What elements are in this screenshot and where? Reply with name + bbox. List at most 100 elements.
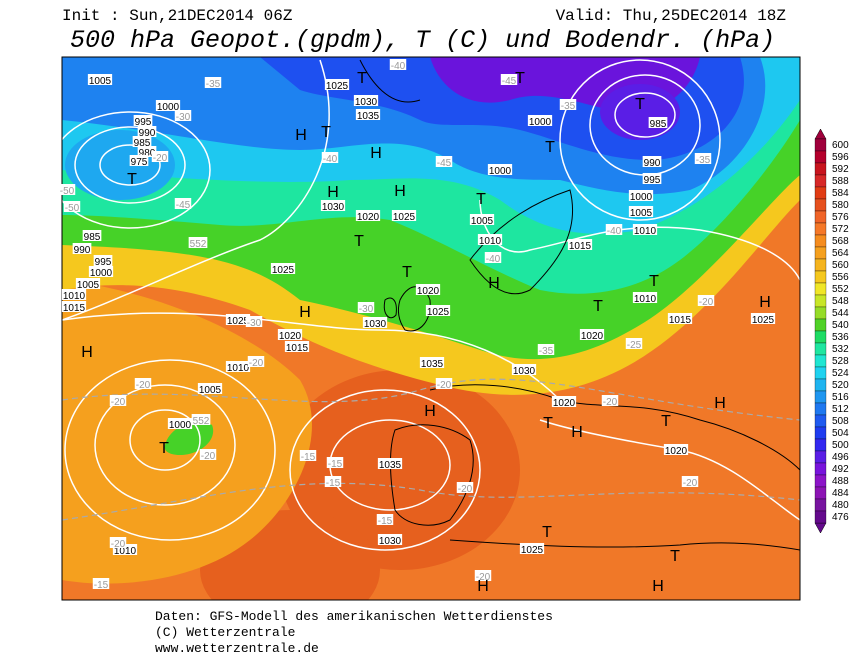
temperature-label: -15 [326, 478, 341, 489]
pressure-label-box [61, 289, 87, 300]
pressure-label: 1030 [364, 319, 387, 330]
pressure-label: 1005 [471, 216, 494, 227]
colorbar-tick-label: 516 [832, 392, 849, 403]
pressure-center: T [402, 264, 412, 281]
pressure-label: 1035 [421, 359, 444, 370]
pressure-label-box [270, 263, 296, 274]
colorbar-swatch [814, 210, 827, 224]
temperature-label: -20 [111, 539, 126, 550]
temperature-label-box [204, 77, 222, 88]
temperature-label-box [134, 378, 152, 389]
colorbar-swatch [814, 246, 827, 260]
init-time: Init : Sun,21DEC2014 06Z [62, 7, 293, 25]
temperature-label: -30 [359, 304, 374, 315]
temperature-label: -15 [378, 516, 393, 527]
colorbar-swatch [814, 378, 827, 392]
temperature-label-box [174, 198, 192, 209]
temperature-label-box [247, 356, 265, 367]
colorbar-swatch [814, 366, 827, 380]
pressure-label: 1015 [569, 241, 592, 252]
pressure-label: 1005 [630, 208, 653, 219]
temperature-label-box [199, 449, 217, 460]
pressure-label: 1015 [669, 315, 692, 326]
pressure-center: H [295, 127, 307, 144]
temperature-label: -50 [65, 203, 80, 214]
pressure-label: 1025 [272, 265, 295, 276]
colorbar-swatch [814, 258, 827, 272]
pressure-label-box [477, 234, 503, 245]
temperature-label: -45 [437, 158, 452, 169]
pressure-label-box [579, 329, 605, 340]
colorbar-tick-label: 600 [832, 140, 849, 151]
map-frame [61, 56, 801, 601]
colorbar-tick-label: 548 [832, 296, 849, 307]
pressure-center: T [649, 273, 659, 290]
pressure-label-box [75, 278, 101, 289]
temperature-label-box [299, 450, 317, 461]
pressure-label-box [469, 214, 495, 225]
temperature-label-box [625, 338, 643, 349]
temperature-label-box [605, 224, 623, 235]
contour-label: 552 [190, 239, 207, 250]
colorbar-tick-label: 592 [832, 164, 849, 175]
colorbar-tick-label: 480 [832, 500, 849, 511]
colorbar-swatch [814, 462, 827, 476]
temperature-label-box [174, 110, 192, 121]
pressure-label: 1025 [227, 316, 250, 327]
colorbar-tick-label: 492 [832, 464, 849, 475]
pressure-center: H [571, 424, 583, 441]
colorbar-arrow [814, 128, 827, 140]
pressure-label-box [377, 534, 403, 545]
temperature-label: -20 [437, 380, 452, 391]
colorbar: 6005965925885845805765725685645605565525… [814, 128, 849, 534]
pressure-label: 1030 [322, 202, 345, 213]
pressure-label: 990 [644, 158, 661, 169]
pressure-label-box [527, 115, 553, 126]
temperature-label-box [109, 395, 127, 406]
pressure-center: H [370, 145, 382, 162]
pressure-label-box [567, 239, 593, 250]
field-cyan [65, 130, 175, 200]
pressure-label: 1025 [393, 212, 416, 223]
pressure-label: 1025 [752, 315, 775, 326]
pressure-center: T [661, 413, 671, 430]
pressure-center: H [81, 344, 93, 361]
pressure-label: 985 [84, 232, 101, 243]
pressure-label: 1005 [77, 280, 100, 291]
colorbar-tick-label: 576 [832, 212, 849, 223]
colorbar-tick-label: 580 [832, 200, 849, 211]
pressure-label-box [112, 544, 138, 555]
colorbar-swatch [814, 498, 827, 512]
pressure-label-box [72, 243, 92, 254]
pressure-center: H [714, 395, 726, 412]
pressure-label: 1020 [665, 446, 688, 457]
pressure-center: H [299, 304, 311, 321]
pressure-center: T [593, 298, 603, 315]
pressure-center: T [545, 139, 555, 156]
pressure-label-box [355, 109, 381, 120]
pressure-label: 1030 [355, 97, 378, 108]
temperature-label-box [537, 344, 555, 355]
pressure-label-box [632, 292, 658, 303]
pressure-center: H [488, 275, 500, 292]
map-title: 500 hPa Geopot.(gpdm), T (C) und Bodendr… [70, 26, 775, 55]
colorbar-swatch [814, 174, 827, 188]
footer-line: Daten: GFS-Modell des amerikanischen Wet… [155, 609, 553, 624]
pressure-label-box [355, 210, 381, 221]
pressure-label: 990 [139, 128, 156, 139]
field-green-cutoff [164, 421, 214, 455]
pressure-label: 1000 [169, 420, 192, 431]
colorbar-tick-label: 596 [832, 152, 849, 163]
pressure-label: 985 [134, 138, 151, 149]
temperature-label-box [326, 457, 344, 468]
colorbar-swatch [814, 342, 827, 356]
pressure-label: 1035 [379, 460, 402, 471]
temperature-label-box [601, 395, 619, 406]
temperature-label: -50 [60, 186, 75, 197]
isotherms [62, 378, 800, 521]
pressure-label: 1005 [199, 385, 222, 396]
temperature-label: -15 [94, 580, 109, 591]
pressure-center: H [759, 294, 771, 311]
temperature-label: -40 [486, 254, 501, 265]
colorbar-tick-label: 568 [832, 236, 849, 247]
